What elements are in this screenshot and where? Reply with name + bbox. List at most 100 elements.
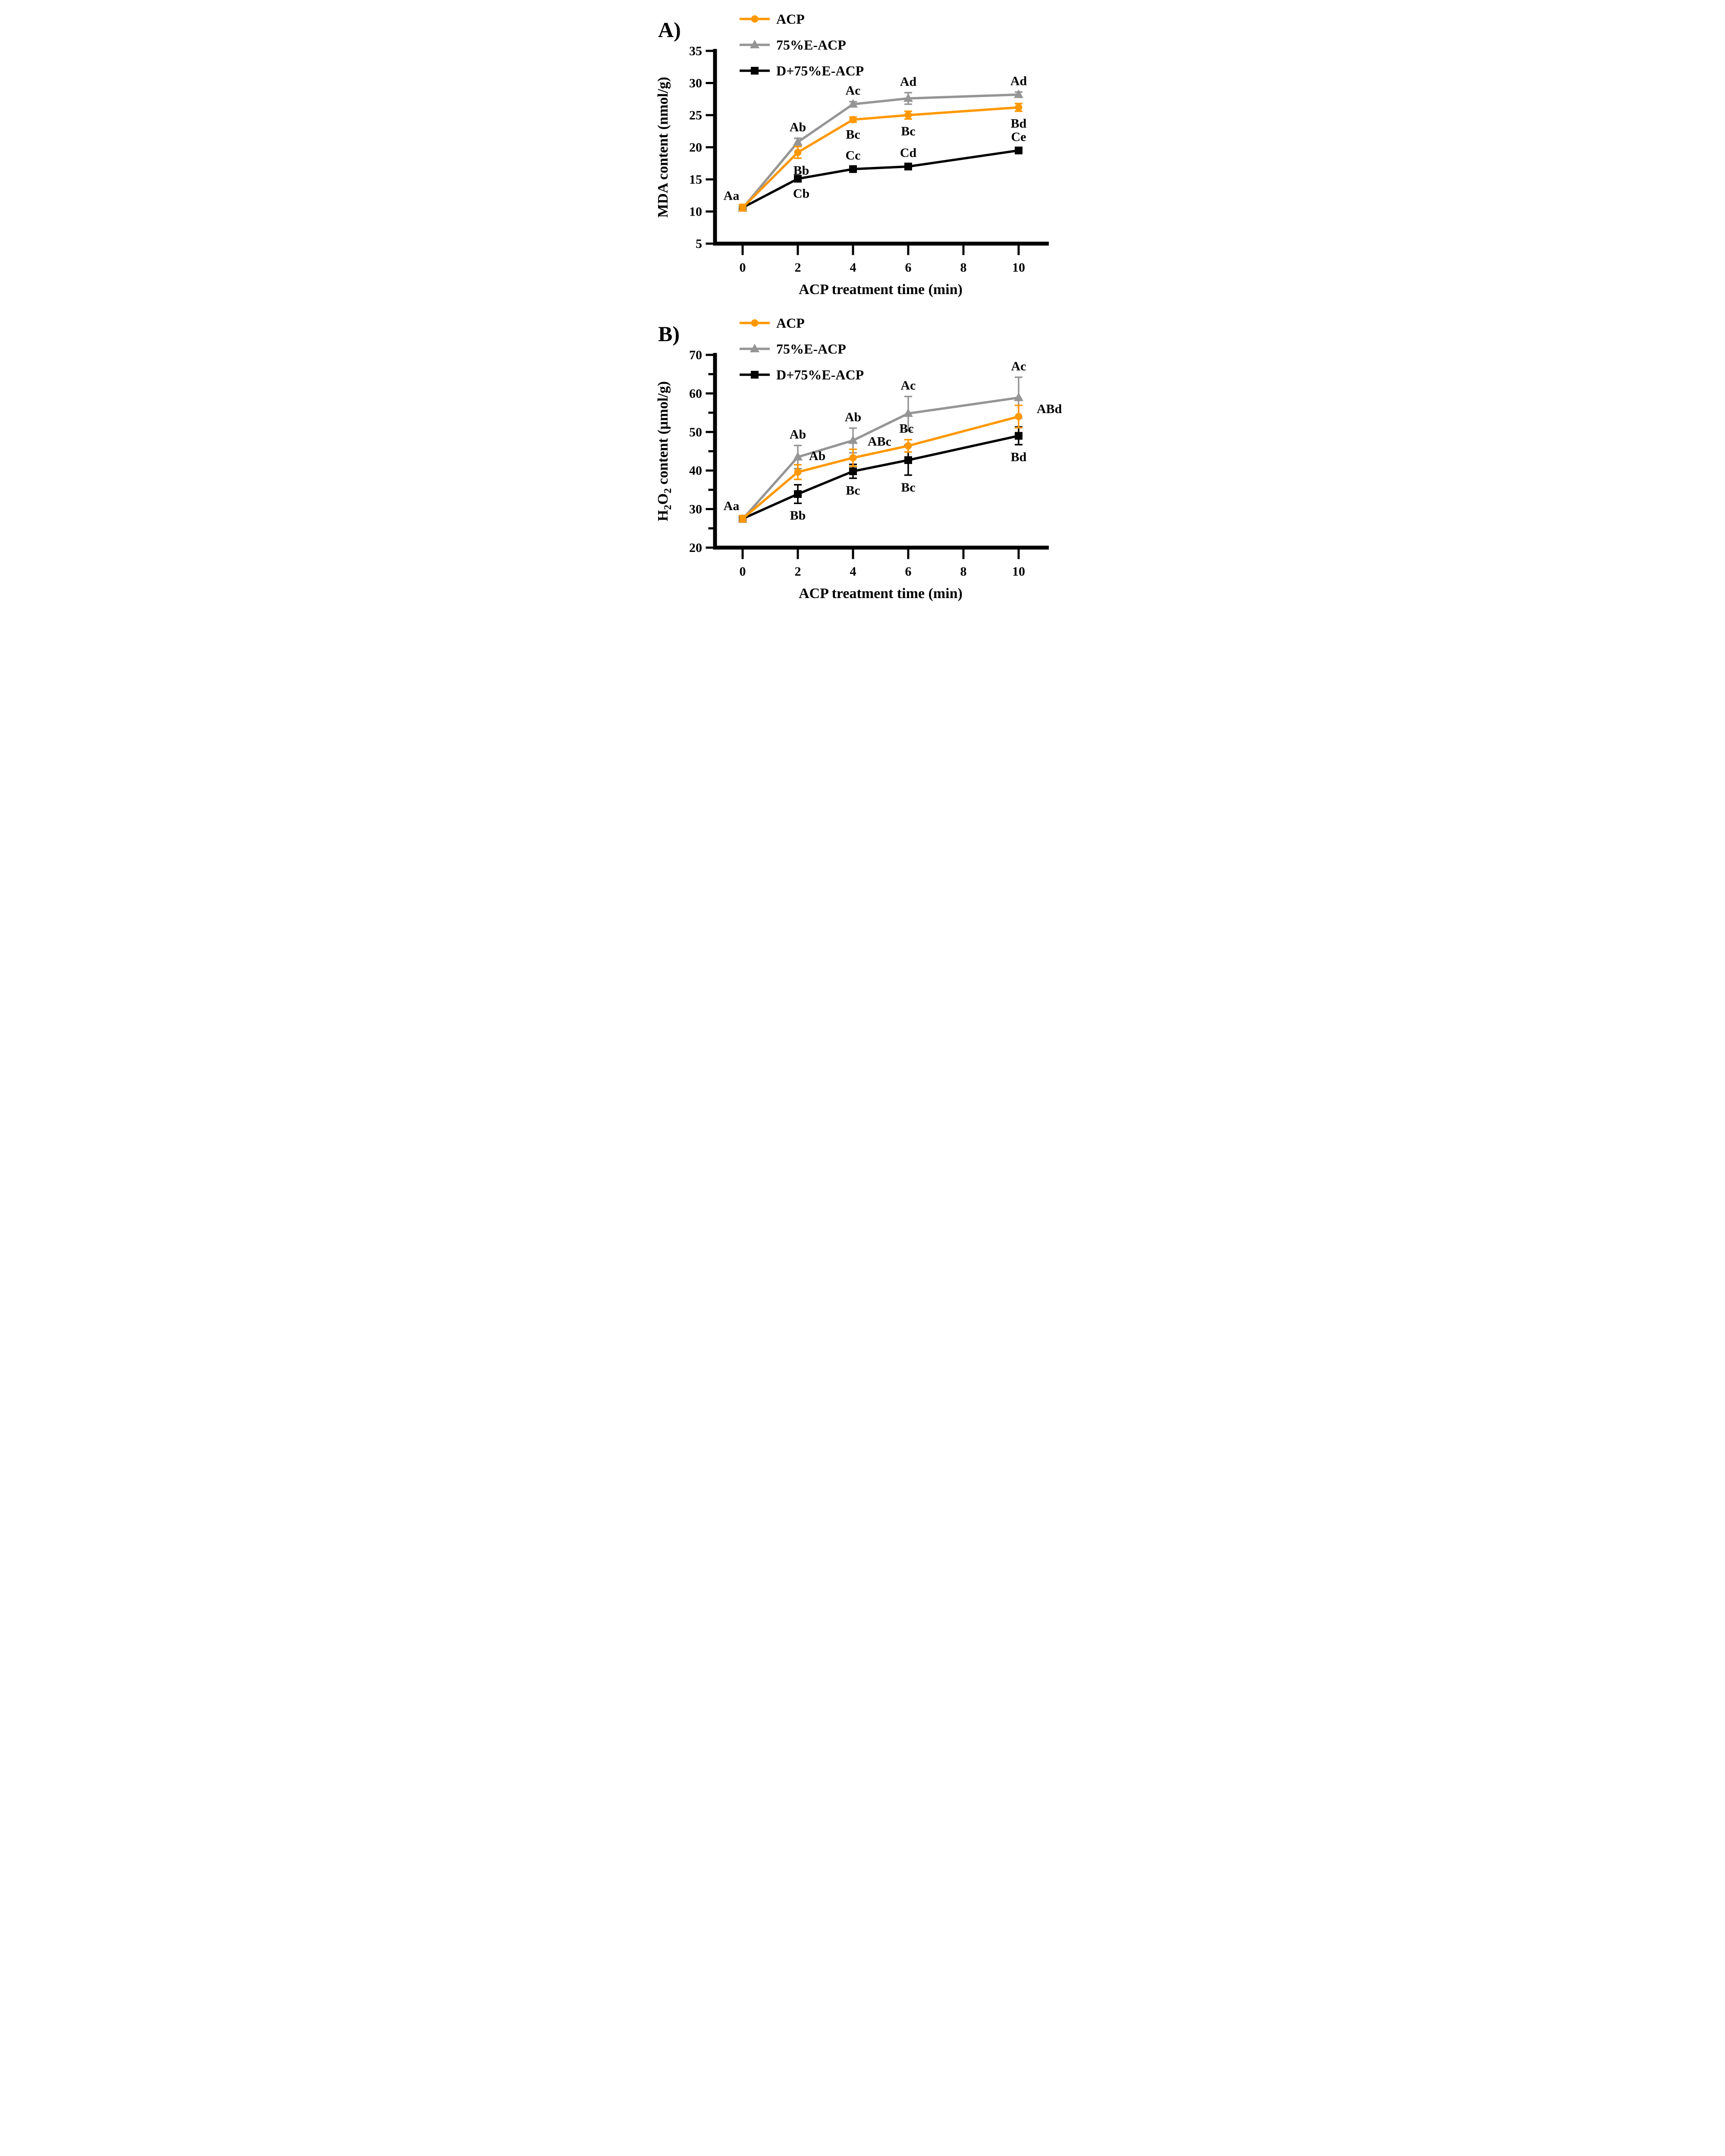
- panel-b-chart: B) 20 30 40 50 60 70 0 2 4 6 8 10 ACP treatment time …: [655, 315, 1062, 602]
- panel-b-y-minor-tick: [708, 373, 713, 376]
- panel-b-x-tick: [1017, 549, 1020, 559]
- panel-b-legend-item-d-75-e-acp: D+75%E-ACP: [740, 367, 864, 382]
- panel-b-y-major-tick: [706, 469, 713, 472]
- panel-a-series-d-75-e-acp: [739, 146, 1022, 212]
- panel-a-significance-label: Cb: [793, 186, 809, 201]
- panel-a-significance-label: Ce: [1011, 130, 1026, 144]
- panel-b-y-tick-label: 40: [689, 464, 702, 478]
- panel-a-significance-label: Aa: [724, 189, 740, 203]
- panel-b-y-tick-label: 70: [689, 348, 702, 362]
- legend-label: 75%E-ACP: [776, 341, 846, 357]
- panel-b-series-line: [742, 415, 1019, 520]
- panel-a-y-axis-title: MDA content (nmol/g): [655, 77, 671, 218]
- panel-b-y-major-tick: [706, 546, 713, 549]
- panel-a-x-tick-label: 2: [795, 260, 801, 275]
- panel-b-legend-item-acp: ACP: [740, 315, 805, 331]
- panel-b-x-tick: [797, 549, 799, 559]
- panel-b-x-tick-label: 6: [905, 564, 912, 579]
- panel-b-significance-label: Ab: [845, 410, 861, 424]
- panel-a-y-major-tick: [706, 178, 713, 181]
- panel-b-x-tick: [962, 549, 965, 559]
- data-point-marker: [1015, 103, 1022, 111]
- panel-b-y-tick-label: 60: [689, 386, 702, 401]
- panel-a-x-tick-label: 6: [905, 260, 912, 275]
- panel-b-y-tick-label: 30: [689, 502, 702, 517]
- panel-b-y-minor-tick: [708, 450, 713, 452]
- panel-a-y-major-tick: [706, 242, 713, 245]
- panel-a-x-tick: [741, 245, 744, 255]
- panel-b-significance-label: Ac: [901, 379, 916, 393]
- two-panel-line-figure: A) 5 10 15 20 25 30 35 0 2 4 6 8 10 ACP treatment time…: [647, 0, 1078, 608]
- panel-b-significance-label: Bc: [901, 480, 915, 495]
- panel-a-panel-label: A): [658, 18, 681, 42]
- panel-b-significance-label: ABc: [868, 435, 891, 449]
- panel-b-y-axis-title: H2O2 content (µmol/g): [655, 381, 674, 521]
- panel-a: A) 5 10 15 20 25 30 35 0 2 4 6 8 10 ACP treatment time…: [647, 0, 1078, 304]
- panel-b-x-tick-label: 0: [740, 564, 746, 579]
- panel-a-legend-item-acp: ACP: [740, 11, 805, 27]
- panel-b-y-minor-tick: [708, 527, 713, 530]
- data-point-marker: [1014, 392, 1023, 401]
- panel-a-y-major-tick: [706, 146, 713, 148]
- data-point-marker: [794, 490, 802, 498]
- panel-b-x-tick-label: 10: [1012, 564, 1025, 579]
- panel-a-significance-label: Bb: [794, 163, 809, 178]
- panel-a-y-major-tick: [706, 114, 713, 116]
- panel-b-significance-label: Ac: [1011, 359, 1026, 373]
- panel-b-legend-item-75-e-acp: 75%E-ACP: [740, 341, 846, 357]
- panel-a-significance-label: Bc: [846, 127, 860, 141]
- panel-a-significance-label: Bd: [1011, 116, 1027, 131]
- data-point-marker: [849, 165, 857, 173]
- panel-b-x-tick-label: 4: [850, 564, 856, 579]
- legend-label: D+75%E-ACP: [776, 367, 864, 382]
- panel-b-y-major-tick: [706, 508, 713, 511]
- panel-a-x-tick-label: 10: [1012, 260, 1025, 275]
- panel-b-significance-label: Bb: [790, 508, 806, 523]
- panel-a-x-axis-title: ACP treatment time (min): [799, 282, 963, 298]
- panel-b-x-tick: [741, 549, 744, 559]
- data-point-marker: [904, 442, 912, 450]
- data-point-marker: [794, 175, 802, 183]
- data-point-marker: [1015, 413, 1022, 420]
- legend-circle-marker: [751, 15, 759, 23]
- panel-a-significance-label: Ab: [790, 120, 806, 135]
- panel-b-x-tick-label: 2: [795, 564, 801, 579]
- data-point-marker: [793, 137, 803, 146]
- panel-b-significance-label: ABd: [1037, 402, 1062, 416]
- panel-a-x-tick: [962, 245, 965, 255]
- panel-a-legend-item-d-75-e-acp: D+75%E-ACP: [740, 63, 864, 78]
- data-point-marker: [904, 111, 912, 119]
- data-point-marker: [1015, 432, 1022, 440]
- panel-a-series-acp: [739, 103, 1022, 212]
- panel-a-x-axis-spine: [713, 241, 1049, 246]
- panel-b-panel-label: B): [658, 322, 680, 346]
- panel-b-x-tick: [907, 549, 910, 559]
- data-point-marker: [849, 116, 857, 123]
- panel-a-x-tick-label: 8: [960, 260, 967, 275]
- data-point-marker: [794, 148, 802, 156]
- legend-label: ACP: [776, 315, 805, 331]
- data-point-marker: [903, 93, 913, 102]
- panel-b-x-tick: [852, 549, 854, 559]
- panel-a-significance-label: Bc: [901, 124, 915, 138]
- panel-a-significance-label: Cc: [846, 148, 861, 163]
- panel-b-y-major-tick: [706, 392, 713, 395]
- panel-a-legend-item-75-e-acp: 75%E-ACP: [740, 37, 846, 53]
- panel-a-x-tick: [1017, 245, 1020, 255]
- panel-b-significance-label: Bc: [899, 422, 913, 436]
- panel-b-y-tick-label: 50: [689, 425, 702, 439]
- panel-a-significance-label: Cd: [900, 146, 917, 160]
- panel-a-x-tick-label: 4: [850, 260, 856, 275]
- data-point-marker: [794, 468, 802, 476]
- legend-triangle-marker: [750, 40, 759, 48]
- data-point-marker: [849, 454, 857, 462]
- panel-a-y-major-tick: [706, 50, 713, 52]
- data-point-marker: [848, 435, 858, 444]
- panel-a-y-axis-spine: [713, 49, 717, 246]
- panel-a-series-line: [741, 93, 1019, 209]
- panel-b-x-tick-label: 8: [960, 564, 967, 579]
- panel-a-x-tick: [797, 245, 799, 255]
- panel-b: B) 20 30 40 50 60 70 0 2 4 6 8 10 ACP treatment time …: [647, 304, 1078, 608]
- panel-b-x-axis-spine: [713, 545, 1049, 550]
- panel-a-y-tick-label: 15: [689, 172, 702, 187]
